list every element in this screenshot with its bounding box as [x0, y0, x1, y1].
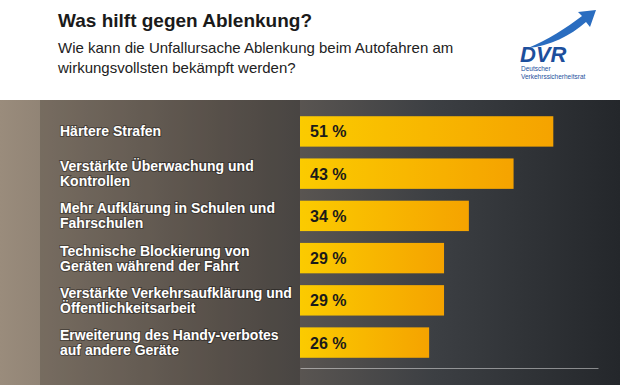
- y-axis: Härtere Strafen Verstärkte Überwachung un…: [60, 113, 301, 363]
- y-tick-label: Erweiterung des Handy-verbotesauf andere…: [60, 327, 279, 358]
- y-tick: Mehr Aufklärung in Schulen undFahrschule…: [60, 200, 300, 231]
- logo-caption: Verkehrssicherheitsrat: [521, 73, 585, 80]
- bar: [300, 285, 444, 315]
- y-tick-label-line: Mehr Aufklärung in Schulen und: [60, 200, 275, 216]
- subtitle-line: wirkungsvollsten bekämpft werden?: [57, 59, 296, 76]
- data-label: 26 %: [310, 335, 346, 352]
- y-tick-label-line: auf andere Geräte: [60, 342, 179, 358]
- data-label: 51 %: [310, 123, 346, 140]
- y-tick-label: Härtere Strafen: [60, 123, 161, 139]
- data-label: 29 %: [310, 292, 346, 309]
- data-label: 34 %: [310, 208, 346, 225]
- y-tick: Technische Blockierung vonGeräten währen…: [60, 243, 300, 274]
- y-tick-label: Technische Blockierung vonGeräten währen…: [60, 243, 250, 274]
- y-tick-label-line: Fahrschulen: [60, 215, 143, 231]
- y-axis-line: [300, 113, 301, 363]
- x-axis: [301, 368, 599, 369]
- bar: [300, 201, 469, 231]
- chart-container: Was hilft gegen Ablenkung? Wie kann die U…: [0, 0, 620, 385]
- subtitle: Wie kann die Unfallursache Ablenkung bei…: [57, 39, 453, 76]
- y-tick-label-line: Verstärkte Überwachung und: [60, 158, 254, 174]
- data-labels: 51 % 43 % 34 % 29 % 29 % 26 %: [310, 123, 346, 351]
- title: Was hilft gegen Ablenkung?: [58, 10, 312, 31]
- photo-background: [0, 100, 620, 385]
- y-tick: Verstärkte Verkehrsaufklärung undÖffentl…: [60, 285, 300, 316]
- y-tick-label: Verstärkte Verkehrsaufklärung undÖffentl…: [60, 285, 292, 316]
- logo: DVRDeutscherVerkehrssicherheitsrat: [520, 10, 596, 80]
- y-tick-label: Verstärkte Überwachung undKontrollen: [60, 158, 254, 189]
- photo-shade: [40, 100, 300, 385]
- bar: [300, 327, 429, 357]
- bars: [300, 116, 553, 358]
- bar: [300, 243, 444, 273]
- bar: [300, 158, 514, 188]
- y-tick-label-line: Kontrollen: [60, 173, 130, 189]
- y-tick-label-line: Härtere Strafen: [60, 123, 161, 139]
- bar: [300, 116, 553, 146]
- y-tick-label-line: Technische Blockierung von: [60, 243, 250, 259]
- y-tick-label-line: Erweiterung des Handy-verbotes: [60, 327, 279, 343]
- logo-caption: Deutscher: [521, 65, 551, 72]
- chart-svg: Was hilft gegen Ablenkung? Wie kann die U…: [0, 0, 620, 385]
- y-tick-label: Mehr Aufklärung in Schulen undFahrschule…: [60, 200, 275, 231]
- y-tick: Erweiterung des Handy-verbotesauf andere…: [60, 327, 300, 358]
- x-axis-line: [301, 368, 599, 369]
- y-tick: Härtere Strafen: [60, 123, 300, 139]
- y-tick: Verstärkte Überwachung undKontrollen: [60, 158, 300, 189]
- y-tick-label-line: Geräten während der Fahrt: [60, 258, 239, 274]
- data-label: 29 %: [310, 250, 346, 267]
- logo-text: DVR: [520, 42, 567, 67]
- data-label: 43 %: [310, 166, 346, 183]
- subtitle-line: Wie kann die Unfallursache Ablenkung bei…: [58, 39, 453, 56]
- y-tick-label-line: Verstärkte Verkehrsaufklärung und: [60, 285, 292, 301]
- y-tick-label-line: Öffentlichkeitsarbeit: [60, 300, 196, 316]
